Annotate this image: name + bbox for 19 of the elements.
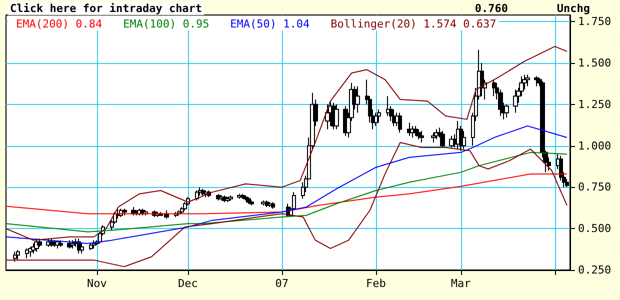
y-tick-label: 0.500 [578,222,612,236]
text: EMA(100) 0.95 [123,18,210,30]
y-tick-label: 0.250 [578,264,612,276]
x-tick-label: Mar [450,277,472,290]
x-tick-label: Nov [87,277,108,290]
x-tick-label: 07 [275,277,289,290]
x-tick-label: Dec [178,277,198,290]
text: EMA(200) 0.84 [16,18,102,30]
x-tick-label: Feb [366,277,386,290]
text: 0.760 [474,2,508,15]
y-tick-label: 0.750 [578,180,612,194]
y-tick-label: 1.500 [578,56,612,70]
y-tick-label: 1.000 [578,139,612,152]
text: Unchg [556,2,590,15]
y-tick-label: 1.250 [578,98,612,111]
y-tick-label: 1.750 [578,15,612,28]
text: Click here for intraday chart [10,2,202,15]
text: Bollinger(20) 1.574 0.637 [330,18,496,30]
text: EMA(50) 1.04 [230,18,310,30]
